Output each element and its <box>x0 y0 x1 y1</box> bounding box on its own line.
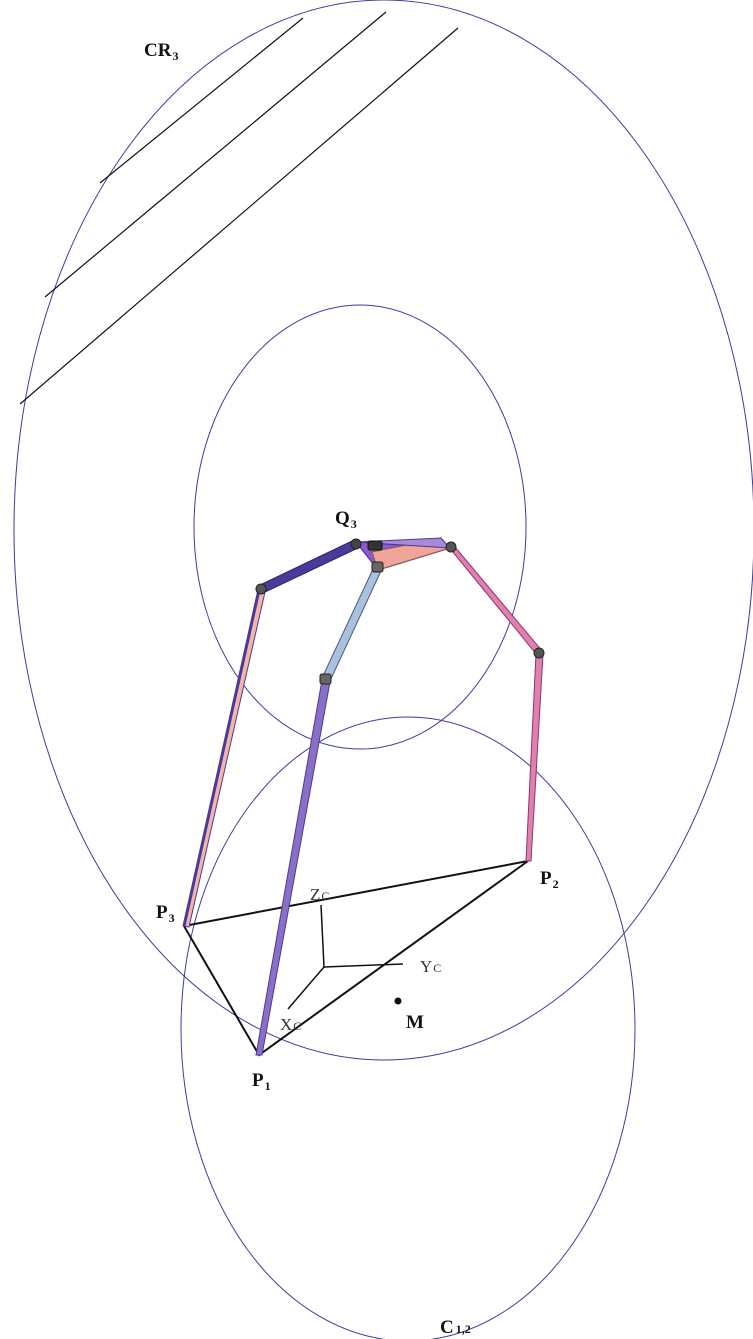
joint-elbow-p2 <box>533 647 545 659</box>
hatch-line-1 <box>99 17 304 184</box>
hatch-line-3 <box>19 27 459 405</box>
axis-z <box>320 904 325 968</box>
axis-y <box>323 963 404 968</box>
label-cr3: CR3 <box>144 40 178 63</box>
leg-p3-upper <box>257 539 359 594</box>
joint-platform-p1 <box>371 561 384 573</box>
joint-platform-p2 <box>445 541 457 553</box>
label-yc: YC <box>420 957 441 976</box>
leg-p2-lower <box>525 653 544 862</box>
joint-q3 <box>350 538 362 550</box>
leg-p2-upper <box>446 545 544 656</box>
label-p2: P2 <box>540 868 559 891</box>
platform-top <box>355 537 452 549</box>
hatch-line-2 <box>44 11 387 298</box>
leg-p1-upper <box>321 566 382 682</box>
joint-platform-center <box>367 540 383 551</box>
label-p3: P3 <box>156 902 175 925</box>
circle-upper-inner <box>193 304 527 750</box>
leg-p3-lower-edge <box>182 589 261 927</box>
label-xc: XC <box>280 1015 301 1034</box>
point-m <box>394 997 402 1005</box>
label-q3: Q3 <box>335 508 357 531</box>
label-c12: C 1,2 <box>440 1317 471 1338</box>
axis-x <box>287 966 325 1010</box>
circle-c12 <box>180 716 636 1339</box>
leg-p1-lower <box>255 679 331 1056</box>
label-m: M <box>406 1012 424 1033</box>
joint-elbow-p3 <box>255 583 267 595</box>
base-triangle <box>182 860 529 1057</box>
label-zc: ZC <box>310 885 329 904</box>
circle-cr3 <box>13 0 753 1061</box>
joint-elbow-p1 <box>319 673 332 685</box>
label-p1: P1 <box>252 1070 271 1093</box>
